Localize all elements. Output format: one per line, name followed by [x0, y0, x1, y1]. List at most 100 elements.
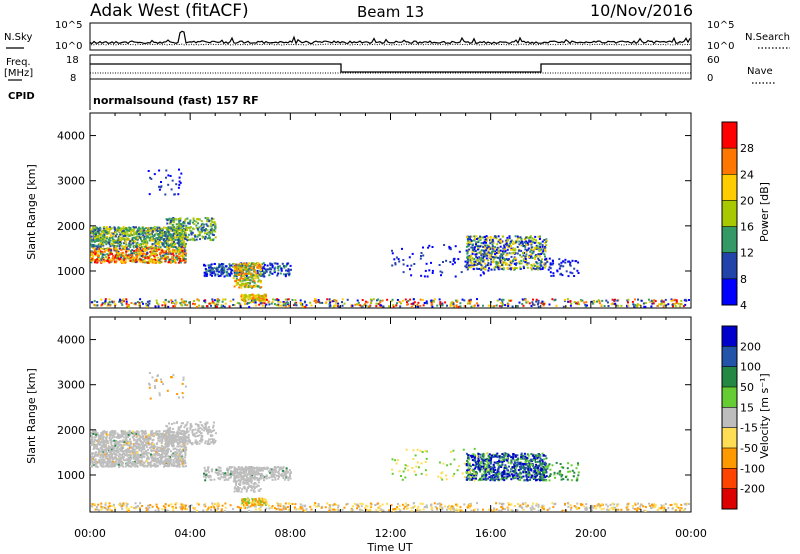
- scatter-cell: [111, 454, 114, 457]
- scatter-cell: [170, 453, 173, 456]
- scatter-cell: [634, 304, 637, 307]
- scatter-cell: [165, 228, 168, 231]
- scatter-cell: [114, 235, 117, 238]
- scatter-cell: [121, 301, 124, 304]
- scatter-cell: [203, 271, 206, 274]
- scatter-cell: [144, 245, 147, 248]
- scatter-cell: [112, 255, 115, 258]
- plot-title: Adak West (fitACF): [90, 1, 249, 21]
- scatter-cell: [164, 193, 167, 196]
- scatter-cell: [91, 436, 94, 439]
- scatter-cell: [142, 444, 145, 447]
- scatter-cell: [121, 231, 124, 233]
- scatter-cell: [153, 261, 156, 264]
- scatter-cell: [160, 435, 163, 438]
- scatter-cell: [91, 230, 94, 233]
- scatter-cell: [110, 250, 113, 253]
- scatter-cell: [508, 252, 511, 255]
- scatter-cell: [269, 262, 272, 265]
- scatter-cell: [201, 305, 204, 308]
- scatter-cell: [567, 275, 570, 278]
- scatter-cell: [103, 450, 106, 452]
- scatter-cell: [179, 219, 182, 222]
- scatter-cell: [449, 261, 452, 263]
- scatter-cell: [505, 241, 508, 244]
- scatter-cell: [187, 222, 190, 225]
- scatter-cell: [680, 303, 683, 306]
- scatter-cell: [124, 228, 127, 231]
- scatter-cell: [246, 278, 249, 281]
- scatter-cell: [286, 262, 289, 265]
- scatter-cell: [491, 250, 494, 253]
- velocity-plot-frame: [89, 316, 692, 513]
- scatter-cell: [164, 233, 167, 236]
- scatter-cell: [139, 236, 142, 239]
- scatter-cell: [151, 228, 154, 231]
- scatter-cell: [120, 259, 123, 262]
- scatter-cell: [177, 235, 180, 238]
- scatter-cell: [248, 294, 251, 296]
- scatter-cell: [253, 285, 256, 288]
- scatter-cell: [256, 297, 259, 300]
- scatter-cell: [156, 260, 159, 263]
- colorbar-tick-label: 20: [740, 194, 754, 207]
- scatter-cell: [548, 266, 551, 269]
- scatter-cell: [94, 261, 97, 264]
- scatter-cell: [125, 458, 128, 461]
- scatter-cell: [485, 249, 488, 252]
- scatter-cell: [164, 257, 167, 260]
- scatter-cell: [174, 236, 177, 239]
- scatter-cell: [158, 233, 161, 236]
- scatter-cell: [105, 228, 108, 231]
- scatter-cell: [103, 241, 106, 244]
- scatter-cell: [104, 461, 107, 464]
- scatter-cell: [217, 275, 220, 278]
- scatter-cell: [108, 226, 111, 229]
- scatter-cell: [156, 227, 159, 230]
- scatter-cell: [186, 217, 189, 220]
- scatter-cell: [131, 252, 133, 255]
- scatter-cell: [92, 226, 95, 229]
- scatter-cell: [168, 465, 171, 468]
- scatter-cell: [104, 301, 106, 304]
- scatter-cell: [99, 251, 102, 254]
- scatter-cell: [482, 255, 485, 258]
- scatter-cell: [170, 217, 173, 220]
- scatter-cell: [184, 462, 187, 465]
- scatter-cell: [531, 252, 534, 255]
- scatter-cell: [431, 305, 434, 308]
- scatter-cell: [157, 248, 160, 251]
- scatter-cell: [131, 447, 134, 450]
- scatter-cell: [637, 298, 639, 301]
- scatter-cell: [247, 263, 249, 266]
- scatter-cell: [614, 302, 617, 305]
- scatter-cell: [223, 269, 226, 272]
- scatter-cell: [648, 298, 650, 301]
- scatter-cell: [181, 258, 184, 261]
- scatter-cell: [359, 304, 362, 307]
- scatter-cell: [147, 433, 150, 436]
- scatter-cell: [379, 301, 382, 304]
- scatter-cell: [153, 173, 156, 176]
- scatter-cell: [287, 298, 290, 301]
- scatter-cell: [105, 236, 108, 239]
- scatter-cell: [278, 265, 281, 268]
- scatter-cell: [543, 262, 546, 265]
- scatter-cell: [95, 432, 97, 435]
- scatter-cell: [175, 250, 178, 253]
- scatter-cell: [166, 244, 169, 247]
- scatter-cell: [90, 235, 93, 238]
- scatter-cell: [500, 302, 503, 305]
- scatter-cell: [91, 456, 94, 458]
- scatter-cell: [150, 450, 153, 453]
- scatter-cell: [653, 299, 656, 302]
- scatter-cell: [509, 259, 512, 262]
- scatter-cell: [126, 230, 129, 233]
- scatter-cell: [171, 224, 174, 227]
- scatter-cell: [159, 228, 162, 231]
- scatter-cell: [145, 444, 148, 447]
- scatter-cell: [185, 229, 188, 232]
- scatter-cell: [104, 302, 106, 305]
- scatter-cell: [205, 223, 208, 226]
- scatter-cell: [441, 302, 444, 305]
